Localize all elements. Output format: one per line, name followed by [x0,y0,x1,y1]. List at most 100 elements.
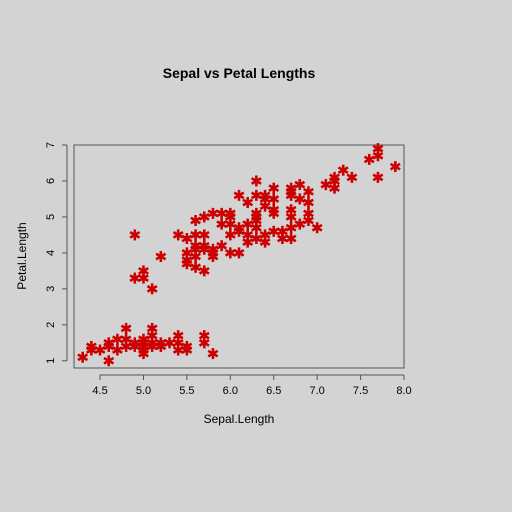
data-point [242,229,254,241]
data-point [294,193,306,205]
data-point [259,189,271,201]
data-point [250,233,262,245]
data-point [216,207,228,219]
data-point [224,229,236,241]
y-tick-label: 3 [45,286,57,292]
x-tick-label: 7.0 [310,385,325,397]
data-point [372,143,384,155]
data-point [277,225,288,237]
data-point [268,225,280,237]
data-point [242,197,254,209]
data-point [303,186,314,198]
data-point [303,197,314,209]
data-point [337,164,349,176]
data-point [285,182,297,194]
data-point [155,251,167,262]
x-tick-label: 4.5 [92,385,107,397]
data-point [250,175,262,187]
data-point [120,333,132,345]
data-point [259,229,271,241]
data-point [285,233,297,245]
x-tick-label: 6.0 [223,385,238,397]
data-point [207,207,219,219]
data-point [207,243,219,255]
data-point [242,218,254,230]
y-tick-label: 1 [45,358,57,364]
data-point [198,240,210,252]
data-point [172,330,184,342]
plot-frame [73,144,405,369]
data-point [346,171,358,183]
data-point [138,333,149,345]
data-point [320,179,332,191]
x-axis: 4.5 5.0 5.5 6.0 6.5 7.0 7.5 8.0 [92,374,412,397]
data-point [216,240,228,252]
data-point [285,204,297,216]
y-tick-label: 4 [45,250,57,256]
data-point [363,153,375,165]
x-tick-label: 5.0 [136,385,151,397]
data-point [103,337,115,349]
data-point [372,171,384,183]
x-axis-label: Sepal.Length [204,412,275,426]
data-point [181,340,193,352]
data-point [216,218,228,230]
data-point [190,215,201,227]
data-point [294,179,306,191]
data-point [198,211,210,223]
data-point [120,322,132,334]
y-tick-label: 5 [45,214,57,220]
x-tick-label: 7.5 [353,385,368,397]
x-tick-label: 5.5 [179,385,194,397]
data-point [311,222,323,234]
data-point [250,189,262,201]
data-point [112,344,123,356]
data-point [268,193,280,205]
y-axis: 1 2 3 4 5 6 7 [45,142,68,364]
data-point [198,229,210,241]
data-point [190,261,201,273]
data-point [94,344,106,356]
data-points [77,143,401,367]
y-axis-label: Petal.Length [15,222,29,289]
data-point [285,222,297,234]
data-point [181,247,193,259]
data-point [77,351,89,363]
data-point [250,207,262,219]
data-point [224,207,236,219]
x-tick-label: 8.0 [396,385,411,397]
data-point [146,322,158,334]
data-point [198,265,210,277]
data-point [233,189,245,201]
data-point [198,330,210,342]
data-point [233,222,245,234]
data-point [172,229,184,241]
data-point [181,233,193,245]
data-point [268,182,280,194]
y-tick-label: 6 [45,178,57,184]
x-tick-label: 6.5 [266,385,281,397]
data-point [85,340,97,352]
y-tick-label: 2 [45,322,57,328]
data-point [129,337,141,349]
data-point [112,333,123,345]
data-point [294,218,306,230]
data-point [164,337,175,349]
data-point [207,348,219,360]
data-point [129,229,141,241]
data-point [268,204,280,216]
data-point [129,272,141,284]
data-point [329,171,340,183]
chart-title: Sepal vs Petal Lengths [163,65,316,81]
data-point [389,161,401,173]
y-tick-label: 7 [45,142,57,148]
data-point [190,229,201,241]
data-point [303,207,314,219]
data-point [233,247,245,259]
data-point [103,355,115,367]
data-point [146,283,158,295]
data-point [155,337,167,349]
data-point [224,247,236,259]
data-point [190,240,201,252]
